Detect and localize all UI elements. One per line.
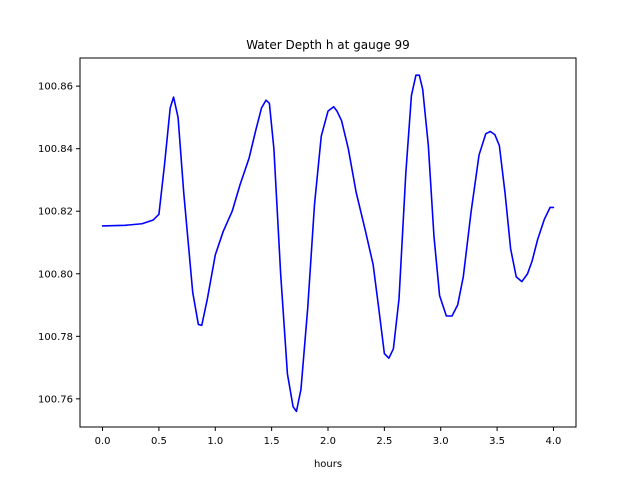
x-tick-label: 3.5 — [489, 436, 505, 447]
chart-title: Water Depth h at gauge 99 — [246, 38, 410, 52]
x-axis: 0.0 0.5 1.0 1.5 2.0 2.5 3.0 3.5 4.0 — [95, 427, 562, 447]
x-tick-label: 0.5 — [151, 436, 167, 447]
x-axis-label: hours — [314, 459, 342, 470]
y-tick-label: 100.76 — [38, 394, 73, 405]
y-tick-label: 100.86 — [38, 82, 73, 93]
plot-area — [101, 74, 555, 413]
x-tick-label: 1.0 — [207, 436, 223, 447]
y-tick-label: 100.84 — [38, 144, 73, 155]
series-line — [101, 74, 555, 413]
x-tick-label: 0.0 — [95, 436, 111, 447]
x-tick-label: 4.0 — [546, 436, 562, 447]
x-tick-label: 2.5 — [376, 436, 392, 447]
y-tick-label: 100.82 — [38, 207, 73, 218]
y-tick-label: 100.80 — [38, 269, 73, 280]
y-tick-label: 100.78 — [38, 332, 73, 343]
x-tick-label: 3.0 — [433, 436, 449, 447]
y-axis: 100.76 100.78 100.80 100.82 100.84 100.86 — [38, 82, 80, 405]
x-tick-label: 2.0 — [320, 436, 336, 447]
x-tick-label: 1.5 — [264, 436, 280, 447]
